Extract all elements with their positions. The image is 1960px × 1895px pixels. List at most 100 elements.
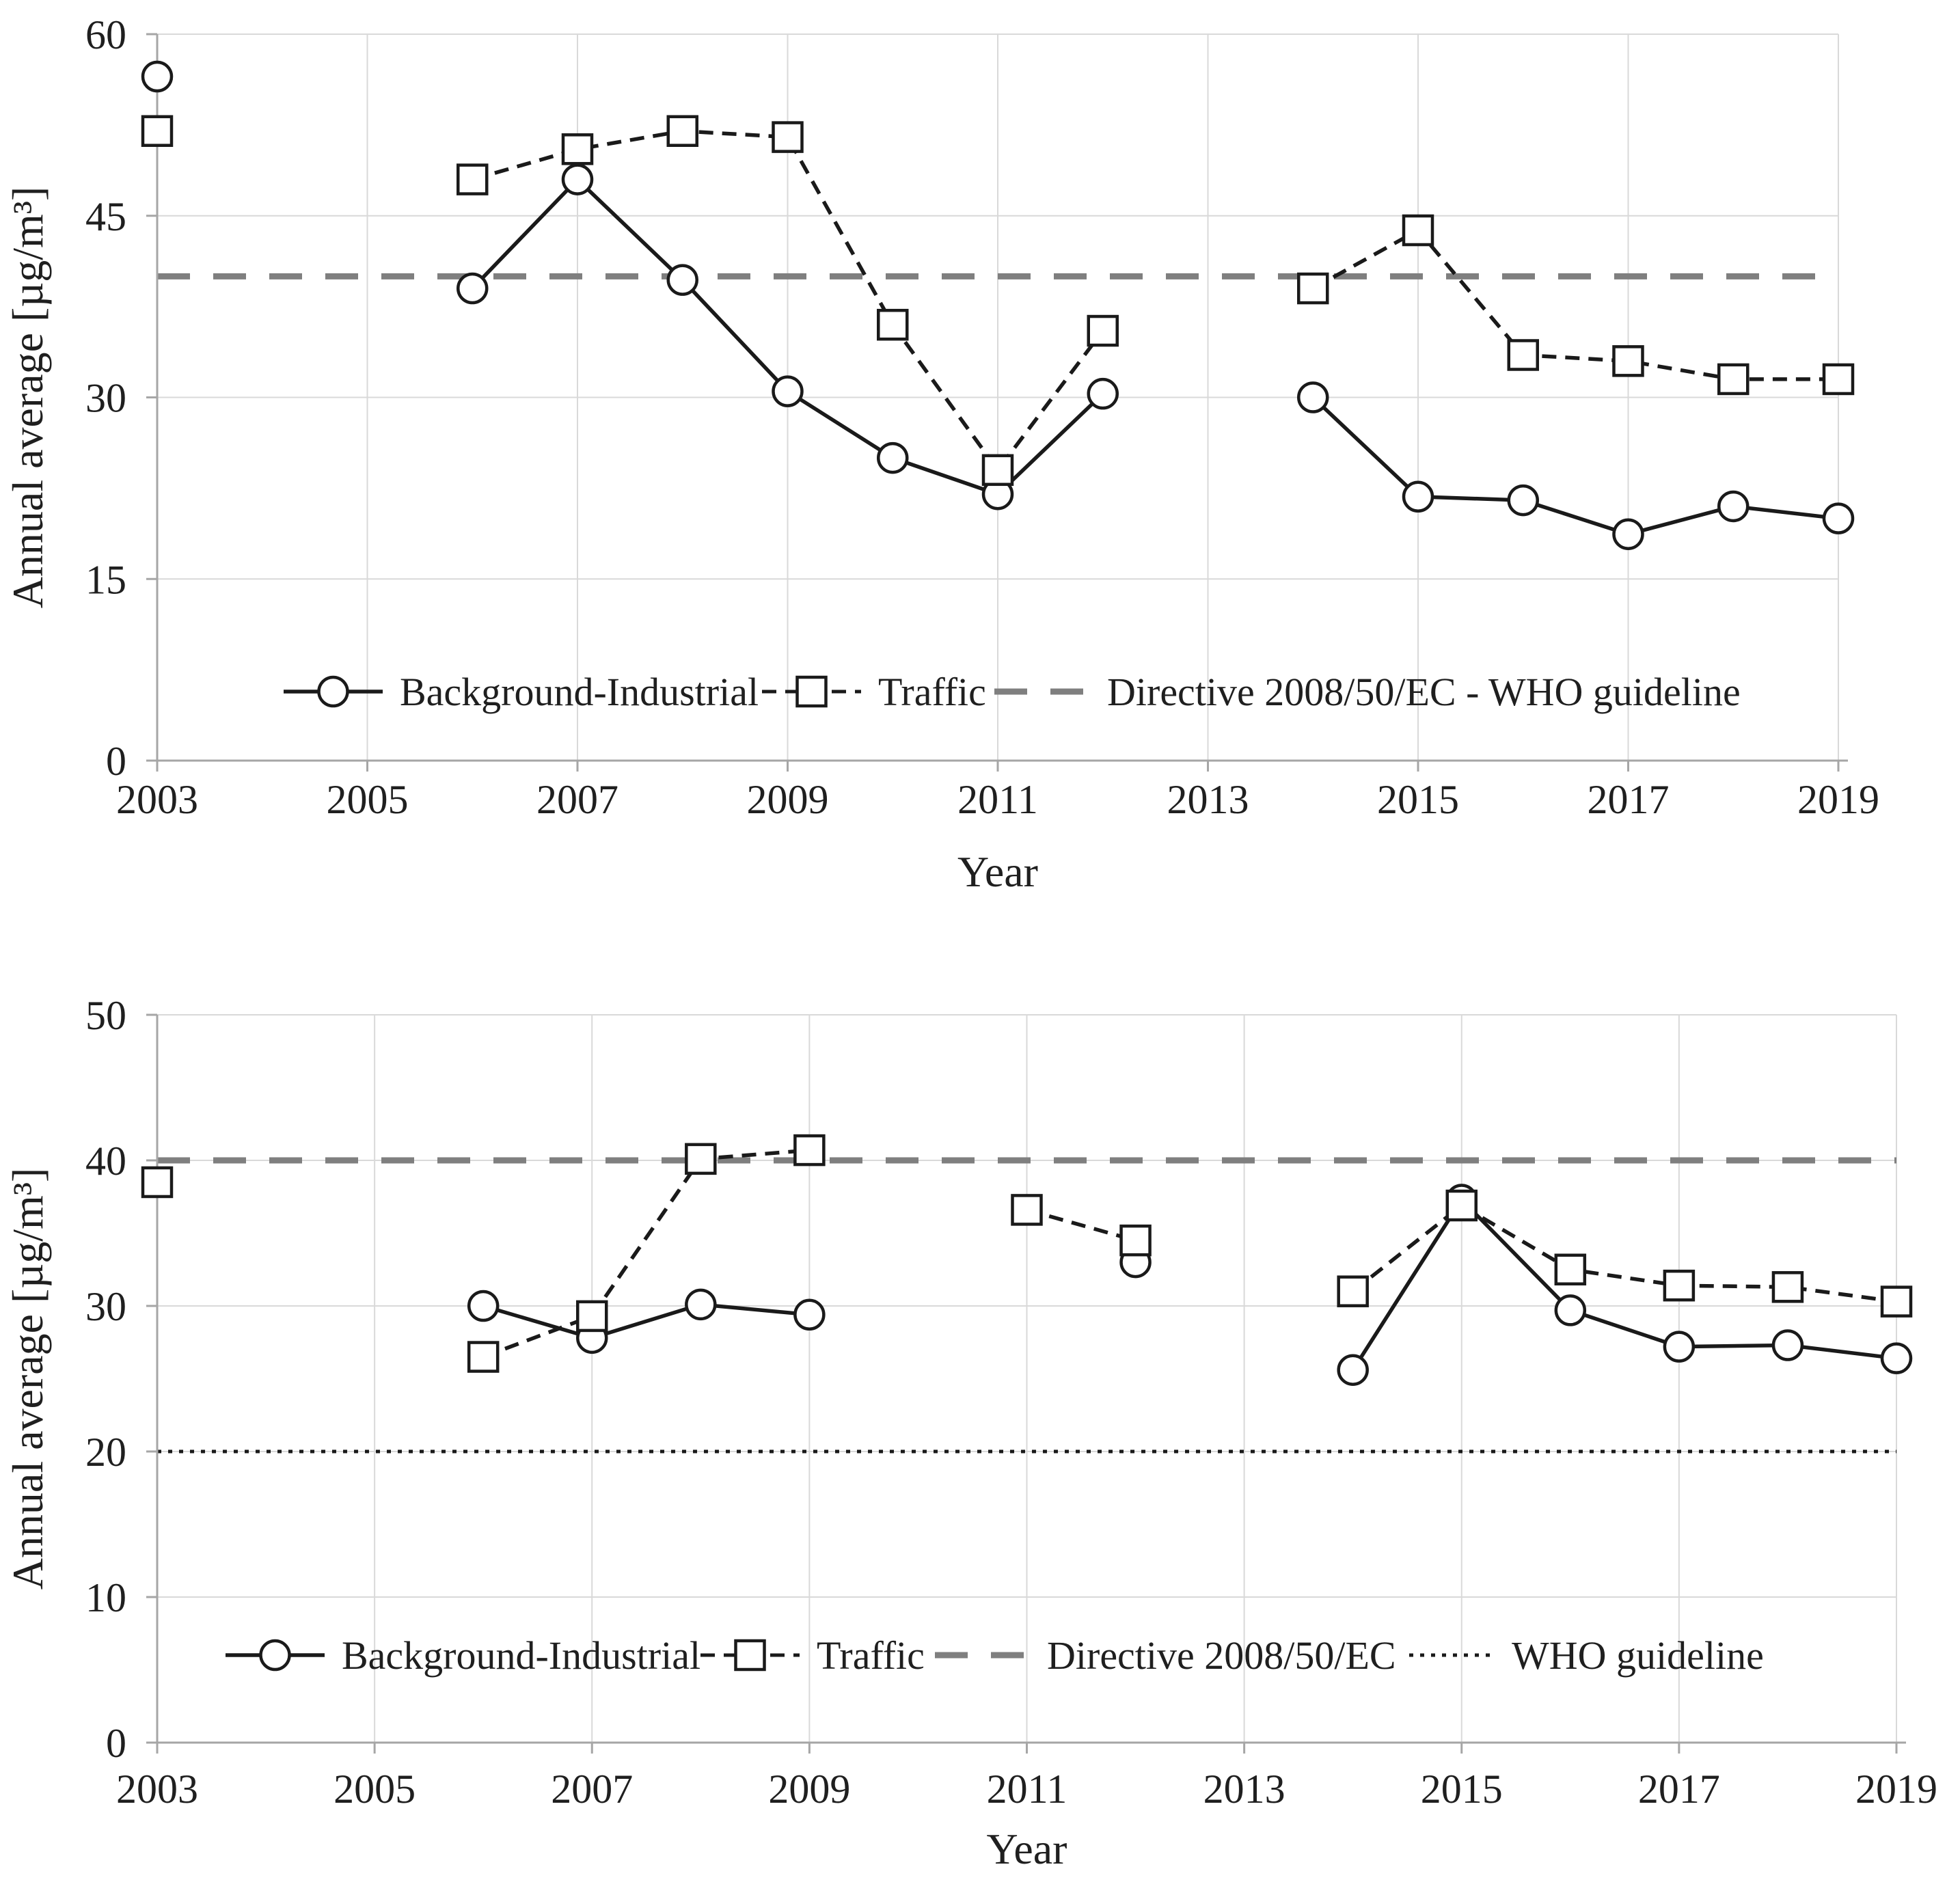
- legend: Background-Industrial Traffic Directive 20…: [284, 670, 1741, 714]
- x-tick-label: 2015: [1421, 1767, 1503, 1812]
- axes: [146, 33, 1848, 772]
- x-axis-label: Year: [957, 847, 1038, 896]
- marker-square: [141, 115, 174, 147]
- square-marker-icon: [795, 675, 828, 708]
- legend-label: Directive 2008/50/EC: [1047, 1633, 1396, 1678]
- legend-label: Traffic: [817, 1633, 925, 1678]
- marker-square: [1554, 1253, 1587, 1285]
- y-axis-label: Annual average [µg/m³]: [3, 187, 52, 609]
- marker-circle: [467, 1290, 500, 1322]
- x-tick-label: 2005: [334, 1767, 416, 1812]
- marker-circle: [141, 60, 174, 93]
- y-tick-label: 10: [85, 1575, 126, 1620]
- marker-square: [1011, 1194, 1043, 1226]
- marker-circle: [1507, 484, 1539, 517]
- circle-marker-icon: [259, 1639, 291, 1672]
- marker-square: [1119, 1224, 1152, 1257]
- marker-square: [1880, 1285, 1913, 1318]
- marker-circle: [1822, 502, 1855, 534]
- marker-circle: [685, 1288, 717, 1321]
- marker-square: [1612, 345, 1644, 377]
- x-tick-label: 2011: [957, 777, 1038, 822]
- legend-label: Background-Industrial: [400, 670, 759, 714]
- marker-circle: [561, 163, 594, 195]
- marker-square: [457, 163, 489, 195]
- marker-square: [685, 1143, 717, 1175]
- marker-circle: [1087, 377, 1119, 410]
- marker-square: [1445, 1189, 1478, 1222]
- marker-square: [1337, 1275, 1369, 1307]
- marker-square: [793, 1134, 826, 1167]
- x-tick-label: 2017: [1638, 1767, 1720, 1812]
- y-tick-label: 40: [85, 1139, 126, 1184]
- y-tick-label: 30: [85, 376, 126, 421]
- marker-square: [1402, 214, 1434, 247]
- y-tick-label: 0: [106, 1721, 126, 1766]
- y-tick-label: 60: [85, 12, 126, 57]
- marker-circle: [457, 272, 489, 305]
- x-tick-label: 2005: [327, 777, 409, 822]
- legend-label: Directive 2008/50/EC - WHO guideline: [1107, 670, 1741, 714]
- x-axis-label: Year: [987, 1825, 1067, 1873]
- marker-circle: [1717, 490, 1750, 523]
- marker-square: [1663, 1269, 1696, 1302]
- y-tick-label: 30: [85, 1284, 126, 1329]
- series-line: [1311, 228, 1838, 381]
- marker-circle: [666, 264, 698, 296]
- x-tick-label: 2019: [1855, 1767, 1937, 1812]
- marker-square: [561, 133, 594, 165]
- square-marker-icon: [734, 1639, 766, 1672]
- marker-square: [576, 1300, 608, 1333]
- series-traffic: [141, 115, 1855, 487]
- x-tick-label: 2009: [747, 777, 829, 822]
- marker-circle: [1402, 480, 1434, 513]
- marker-circle: [793, 1298, 826, 1331]
- series-traffic: [141, 1134, 1913, 1373]
- y-tick-label: 45: [85, 194, 126, 239]
- x-tick-label: 2007: [536, 777, 618, 822]
- marker-square: [141, 1166, 174, 1199]
- axes: [146, 1013, 1906, 1754]
- x-tick-label: 2009: [768, 1767, 850, 1812]
- x-tick-label: 2015: [1377, 777, 1459, 822]
- x-tick-label: 2007: [551, 1767, 633, 1812]
- x-tick-label: 2003: [116, 777, 198, 822]
- series-line: [1351, 1203, 1897, 1304]
- series-background-industrial: [141, 60, 1855, 550]
- top-chart: 2003 2005 2007 2009 2011 2013 2015 2017 2019 0 15 3…: [3, 12, 1879, 896]
- x-tick-label: 2017: [1588, 777, 1670, 822]
- x-tick-label: 2003: [116, 1767, 198, 1812]
- legend-label: Background-Industrial: [342, 1633, 700, 1678]
- marker-square: [772, 121, 804, 153]
- x-tick-label: 2011: [987, 1767, 1067, 1812]
- marker-circle: [1880, 1342, 1913, 1374]
- gridlines: [157, 33, 1839, 761]
- legend: Background-Industrial Traffic Directive 20…: [226, 1633, 1764, 1678]
- marker-circle: [1554, 1294, 1587, 1326]
- y-tick-label: 50: [85, 993, 126, 1038]
- marker-square: [1822, 363, 1855, 396]
- circle-marker-icon: [317, 675, 349, 708]
- marker-square: [1507, 339, 1539, 371]
- marker-square: [666, 115, 698, 147]
- x-tick-label: 2019: [1797, 777, 1879, 822]
- marker-square: [1297, 272, 1329, 305]
- marker-square: [1771, 1271, 1804, 1303]
- y-tick-label: 0: [106, 739, 126, 784]
- x-tick-label: 2013: [1167, 777, 1249, 822]
- marker-circle: [1297, 381, 1329, 413]
- series-line: [1026, 1208, 1136, 1242]
- marker-circle: [1337, 1354, 1369, 1386]
- marker-circle: [877, 441, 909, 474]
- legend-label: Traffic: [878, 670, 986, 714]
- y-tick-label: 15: [85, 557, 126, 602]
- marker-circle: [1612, 518, 1644, 550]
- series-line: [482, 1148, 810, 1359]
- series-line: [1311, 396, 1839, 536]
- marker-circle: [1771, 1329, 1804, 1361]
- series-line: [1351, 1197, 1897, 1372]
- marker-circle: [1663, 1331, 1696, 1363]
- marker-square: [877, 308, 909, 341]
- x-tick-label: 2013: [1203, 1767, 1285, 1812]
